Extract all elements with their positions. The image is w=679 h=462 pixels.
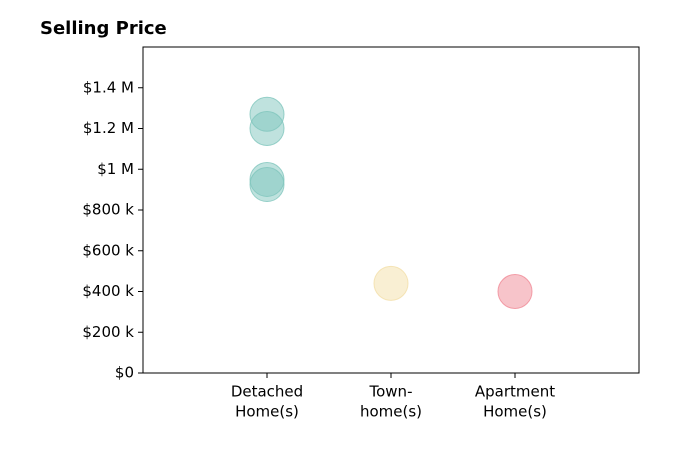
x-tick-label: home(s) [360, 403, 422, 421]
chart-title: Selling Price [40, 18, 167, 39]
y-tick-label: $0 [115, 364, 134, 382]
point [249, 111, 285, 146]
y-tick-label: $600 k [82, 241, 134, 259]
y-tick-label: $800 k [82, 201, 134, 219]
y-tick-label: $1.2 M [83, 119, 134, 137]
point [497, 274, 533, 309]
x-tick-label: Detached [231, 383, 303, 401]
y-tick-label: $200 k [82, 323, 134, 341]
plot-frame [142, 46, 640, 374]
x-tick-label: Home(s) [483, 403, 547, 421]
y-tick-label: $400 k [82, 282, 134, 300]
point [249, 167, 285, 203]
x-tick-label: Apartment [475, 383, 555, 401]
y-tick-label: $1.4 M [83, 78, 134, 96]
point [373, 265, 409, 301]
y-tick-label: $1 M [97, 160, 134, 178]
x-tick-label: Town- [369, 383, 413, 401]
x-tick-label: Home(s) [235, 403, 299, 421]
